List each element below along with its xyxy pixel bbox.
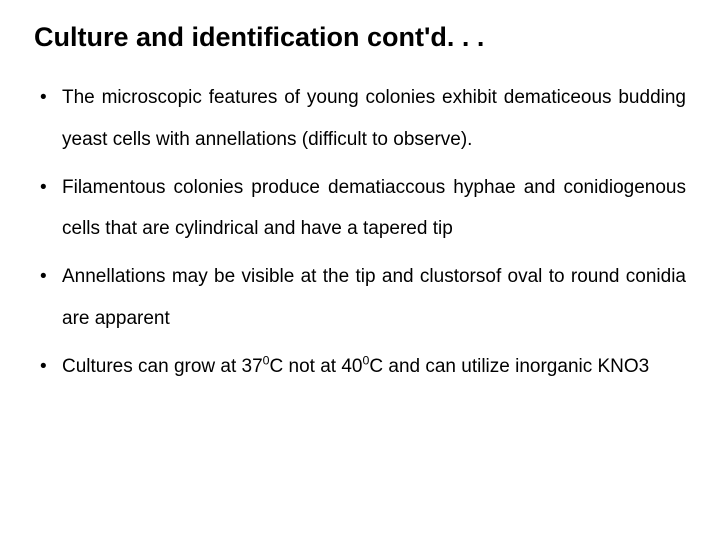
bullet-list: The microscopic features of young coloni… [34, 77, 686, 388]
slide: Culture and identification cont'd. . . T… [0, 0, 720, 540]
slide-title: Culture and identification cont'd. . . [34, 22, 686, 53]
list-item: Filamentous colonies produce dematiaccou… [34, 167, 686, 251]
list-item: Annellations may be visible at the tip a… [34, 256, 686, 340]
list-item: Cultures can grow at 370C not at 400C an… [34, 346, 686, 388]
list-item: The microscopic features of young coloni… [34, 77, 686, 161]
